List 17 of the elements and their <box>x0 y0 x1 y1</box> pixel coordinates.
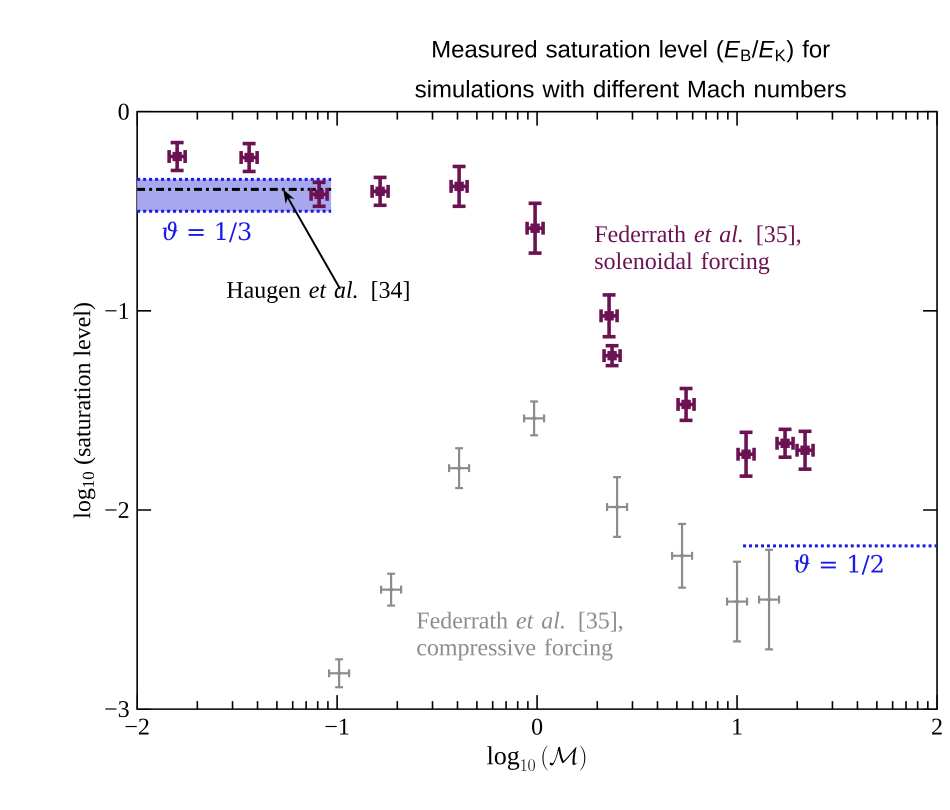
chart-title: Measured saturation level (E$_{B}$/E$_{K}$) for simulations with different Mach numbers <box>415 40 846 98</box>
x-tick-label: −1 <box>326 718 348 734</box>
y-tick-label: 0 <box>118 104 129 120</box>
series-label: Federrath et al. [35], solenoidal forcing <box>594 225 800 274</box>
band-label: ϑ = 1/3 <box>162 222 250 242</box>
x-tick-label: 2 <box>932 718 942 735</box>
series-label: ϑ = 1/2 <box>794 554 883 575</box>
text: Haugen et al. [34] <box>227 281 409 304</box>
series-label: Federrath et al. [35], compressive forcing <box>416 612 622 661</box>
x-tick-label: 0 <box>532 718 542 735</box>
y-tick-label: −3 <box>105 701 129 718</box>
y-axis-title: log$_{10}$ (saturation level) <box>74 303 96 518</box>
x-axis-title: $\log_{10}\,(\mathcal{M})$ <box>487 746 586 772</box>
y-tick-label: −2 <box>105 502 128 518</box>
x-tick-label: −2 <box>126 718 149 735</box>
x-tick-label: 1 <box>733 718 742 734</box>
y-tick-label: −1 <box>105 303 128 319</box>
